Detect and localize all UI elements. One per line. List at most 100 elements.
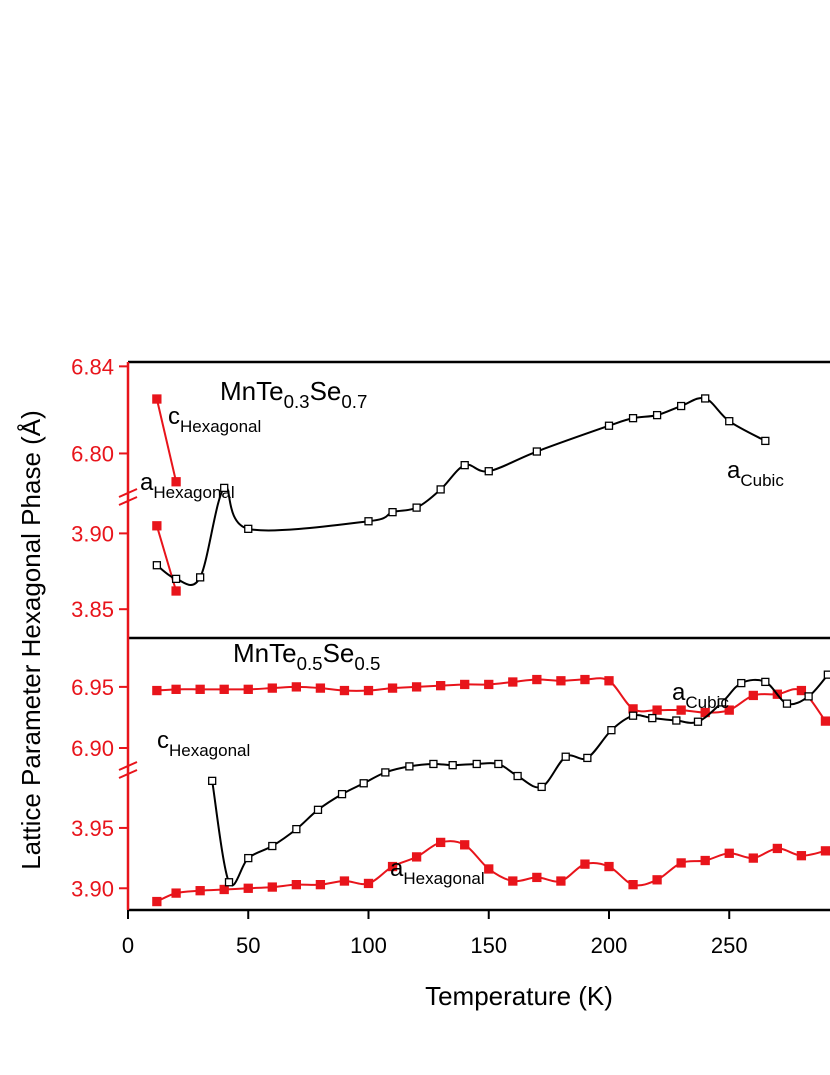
data-point (748, 853, 758, 863)
data-point (472, 759, 481, 769)
series-label-sub: Cubic (685, 693, 729, 712)
y-tick-label: 3.95 (71, 816, 114, 841)
data-point (484, 467, 493, 476)
data-point (313, 805, 323, 814)
data-point (737, 678, 746, 688)
y-axis-label: Lattice Parameter Hexagonal Phase (Å) (16, 410, 46, 870)
data-point (152, 394, 162, 404)
data-point (363, 685, 374, 696)
data-point (448, 761, 457, 770)
data-point (648, 713, 657, 723)
y-tick-label: 3.85 (71, 597, 114, 622)
data-point (152, 521, 162, 531)
data-point (804, 692, 813, 701)
data-point (693, 717, 703, 726)
x-tick-label: 0 (122, 933, 134, 958)
data-point (672, 716, 681, 725)
data-point (494, 759, 503, 769)
data-point (171, 477, 181, 487)
series-label: cHexagonal (157, 727, 250, 760)
data-point (387, 861, 398, 872)
series-label-sub: Hexagonal (169, 741, 250, 760)
x-tick-label: 150 (470, 933, 507, 958)
data-point (761, 436, 770, 446)
panel-title-base: MnTe (220, 376, 284, 406)
panel-title-sub: 0.5 (354, 653, 380, 674)
axis-break (118, 496, 138, 506)
data-point (677, 401, 686, 411)
y-tick-label: 6.80 (71, 441, 114, 466)
data-point (700, 855, 710, 866)
data-point (359, 779, 368, 788)
data-point (171, 888, 181, 898)
data-point (748, 690, 758, 701)
panel-title-sub: 0.3 (284, 391, 310, 412)
x-axis-label: Temperature (K) (425, 981, 613, 1011)
series-label: aHexagonal (140, 469, 235, 502)
data-point (337, 789, 347, 799)
data-point (244, 524, 253, 533)
y-tick-label: 6.84 (71, 354, 114, 379)
series-label: aHexagonal (390, 855, 485, 888)
data-point (243, 684, 253, 694)
series-label-base: c (157, 727, 169, 754)
data-point (532, 447, 541, 456)
data-point (628, 880, 638, 890)
data-point (267, 683, 277, 693)
data-point (435, 681, 446, 691)
series-label-sub: Cubic (740, 471, 784, 490)
data-point (435, 837, 446, 848)
panel-title: MnTe0.3Se0.7 (220, 376, 367, 412)
data-point (556, 676, 566, 686)
series-label: aCubic (672, 679, 729, 712)
x-tick-label: 50 (236, 933, 260, 958)
data-point (628, 414, 638, 423)
data-point (532, 872, 542, 883)
data-point (292, 824, 301, 834)
series-label-base: a (140, 469, 154, 496)
panel-title-base: Se (310, 376, 342, 406)
data-point (823, 670, 830, 679)
data-point (561, 752, 570, 761)
panel-title-base: MnTe (233, 638, 297, 668)
data-point (583, 753, 592, 763)
data-point (556, 876, 566, 886)
data-point (532, 674, 542, 685)
data-point (219, 884, 229, 895)
panel-title-base: Se (323, 638, 355, 668)
data-point (388, 508, 397, 517)
data-point (152, 561, 162, 570)
data-point (208, 776, 217, 786)
data-point (291, 682, 302, 692)
data-point (796, 851, 807, 861)
data-point (724, 848, 734, 858)
data-point (224, 878, 234, 887)
data-point (820, 846, 830, 856)
data-point (676, 858, 686, 868)
series-label-base: c (168, 403, 180, 430)
data-point (580, 859, 590, 869)
data-point (508, 677, 518, 687)
data-point (243, 883, 253, 893)
data-point (363, 878, 374, 889)
data-point (244, 853, 253, 863)
data-point (460, 840, 470, 850)
data-point (339, 876, 350, 886)
data-point (152, 896, 162, 907)
data-point (195, 684, 205, 694)
data-point (152, 685, 162, 696)
data-point (315, 683, 326, 693)
data-point (195, 573, 205, 582)
series-label-base: a (727, 457, 741, 484)
data-point (761, 677, 770, 687)
data-point (701, 394, 710, 403)
data-point (460, 461, 469, 470)
data-point (411, 682, 422, 692)
data-point (484, 679, 494, 690)
data-point (381, 768, 390, 777)
panel-title: MnTe0.5Se0.5 (233, 638, 380, 674)
data-point (412, 503, 421, 512)
data-point (219, 684, 229, 694)
data-point (460, 679, 470, 690)
